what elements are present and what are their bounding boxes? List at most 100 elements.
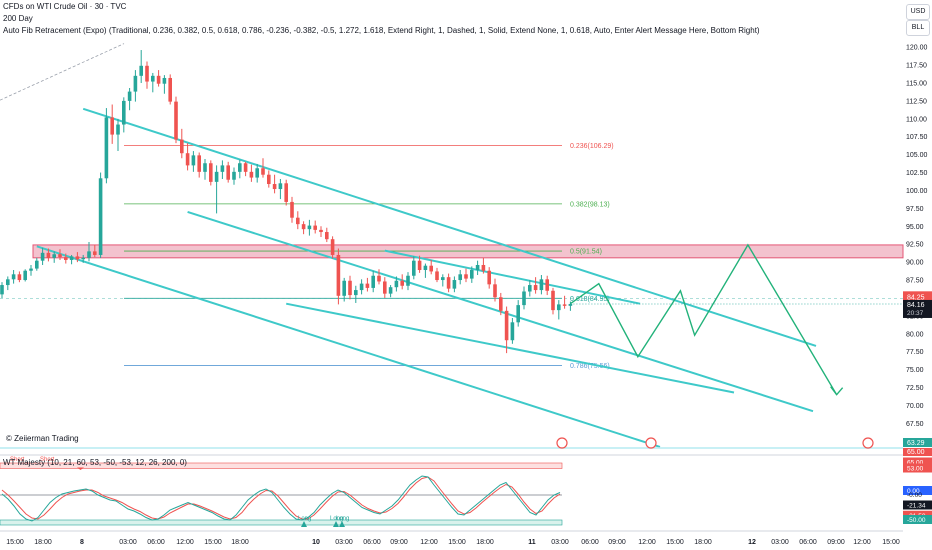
author-credit: © Zeiierman Trading (6, 434, 79, 443)
candle-body (412, 260, 416, 276)
candle-body (562, 304, 567, 306)
candle-body (528, 285, 532, 292)
event-flag-icon (862, 437, 874, 449)
wt-value-label: -50.00 (907, 517, 926, 524)
candle-body (145, 65, 149, 82)
fib-trend-line (0, 43, 125, 101)
candle-body (510, 322, 515, 341)
candle-body (557, 304, 561, 311)
candle-body (325, 232, 329, 240)
x-tick-label: 15:00 (882, 539, 900, 546)
candle-body (388, 287, 393, 294)
wt-level-label: 65.00 (907, 449, 925, 456)
y-tick-label: 110.00 (906, 116, 927, 123)
channel-upper-line (82, 107, 817, 347)
candle-body (278, 183, 283, 190)
candle-body (180, 139, 184, 154)
x-tick-label: 03:00 (335, 539, 353, 546)
x-tick-label: 15:00 (204, 539, 222, 546)
y-tick-label: 77.50 (906, 349, 924, 356)
y-tick-label: 117.50 (906, 63, 927, 70)
x-tick-label: 03:00 (771, 539, 789, 546)
candle-body (226, 165, 230, 180)
fib-level-label: 0.618(84.95) (570, 296, 610, 303)
candle-body (313, 225, 317, 230)
x-tick-label: 06:00 (799, 539, 817, 546)
candle-body (417, 260, 422, 271)
candle-body (330, 239, 335, 255)
candle-body (504, 310, 509, 341)
x-tick-label: 12:00 (638, 539, 656, 546)
candle-body (319, 229, 323, 233)
candle-body (6, 279, 10, 286)
fib-legend[interactable]: Auto Fib Retracement (Expo) (Traditional… (3, 26, 760, 35)
x-tick-label: 12 (748, 539, 756, 546)
long-signal-label: Long (330, 516, 343, 522)
last-price-label: 84.16 (907, 302, 925, 309)
candle-body (232, 171, 236, 180)
short-signal-label: Short (40, 457, 55, 463)
candle-body (290, 201, 294, 218)
candle-body (261, 168, 265, 175)
y-tick-label: 95.00 (906, 224, 924, 231)
unit-button[interactable]: BLL (906, 20, 930, 36)
candle-body (64, 257, 68, 260)
price-tag-volume-label: 63.29 (907, 440, 925, 447)
candle-body (568, 303, 573, 306)
wt-value-label: 0.00 (907, 488, 920, 495)
candle-body (255, 168, 259, 178)
candle-body (156, 75, 161, 84)
y-tick-label: 112.50 (906, 98, 927, 105)
wt-overbought-band (0, 462, 563, 469)
long-signal-marker (339, 521, 345, 527)
wt-value-tag (903, 463, 932, 473)
candle-body (267, 174, 271, 185)
candle-body (348, 280, 352, 296)
fib-level-label: 0.786(75.56) (570, 363, 610, 370)
currency-button[interactable]: USD (906, 4, 930, 20)
fib-level-label: 0.382(98.13) (570, 201, 610, 208)
x-tick-label: 09:00 (827, 539, 845, 546)
fib-level-label: 0.236(106.29) (570, 143, 614, 150)
short-signal-marker (77, 467, 84, 470)
candle-body (551, 290, 555, 311)
candle-body (243, 163, 248, 172)
candle-body (197, 155, 201, 172)
candle-body (435, 271, 439, 281)
candle-body (93, 251, 97, 255)
candle-body (475, 264, 480, 271)
candle-body (446, 277, 451, 289)
candle-body (52, 254, 56, 258)
projection-path (569, 243, 838, 396)
price-tag-volume (903, 438, 932, 447)
ma-legend[interactable]: 200 Day (3, 14, 33, 23)
trend-line-mid (384, 249, 641, 305)
candle-body (104, 117, 109, 179)
candle-body (423, 265, 428, 271)
long-signal-label: Long (298, 516, 311, 522)
channel-lower-line (36, 245, 661, 448)
y-tick-label: 90.00 (906, 260, 924, 267)
event-flag-icon (645, 437, 657, 449)
candle-body (481, 264, 486, 271)
x-tick-label: 10 (312, 539, 320, 546)
candle-body (0, 285, 4, 295)
last-price-tag (903, 299, 932, 318)
candle-body (133, 75, 138, 92)
symbol-title[interactable]: CFDs on WTI Crude Oil · 30 · TVC (3, 2, 127, 11)
candle-body (151, 75, 155, 82)
x-tick-label: 15:00 (448, 539, 466, 546)
x-tick-label: 18:00 (34, 539, 52, 546)
candle-body (46, 252, 51, 258)
candle-body (203, 163, 207, 172)
wt1-line (1, 475, 561, 522)
channel-base-line (286, 302, 735, 394)
long-signal-marker (333, 521, 339, 527)
candle-body (139, 65, 143, 76)
candle-body (17, 274, 22, 281)
candle-body (69, 256, 74, 260)
indicator-title[interactable]: WT Majesty (10, 21, 60, 53, -50, -53, 12… (3, 458, 187, 467)
candle-body (307, 225, 312, 230)
x-tick-label: 15:00 (666, 539, 684, 546)
